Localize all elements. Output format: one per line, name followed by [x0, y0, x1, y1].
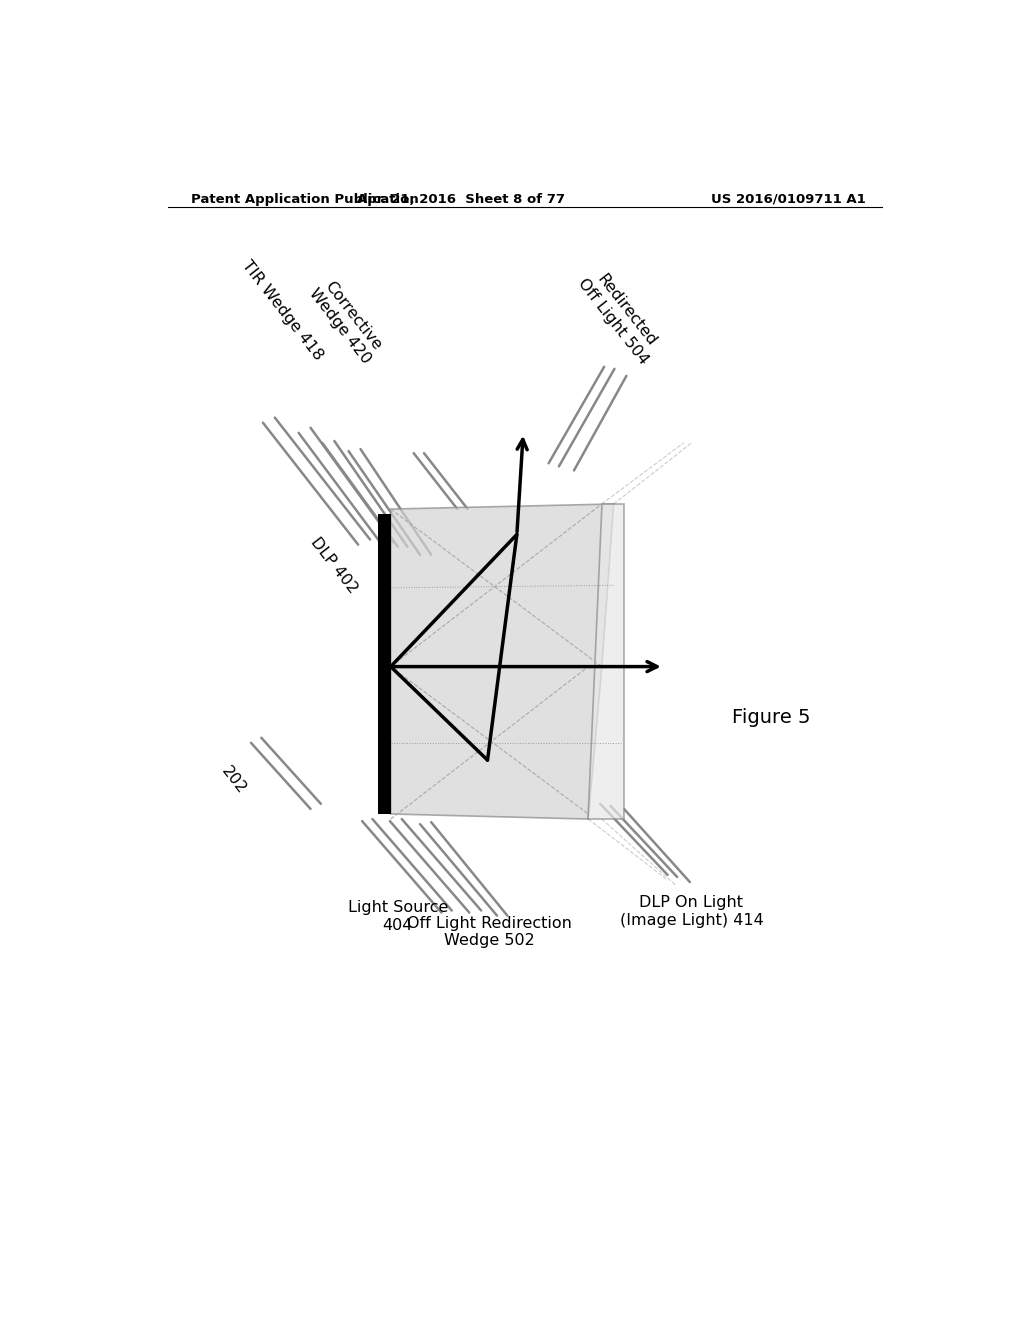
Text: Redirected
Off Light 504: Redirected Off Light 504: [575, 265, 665, 367]
Text: Figure 5: Figure 5: [731, 708, 810, 727]
Polygon shape: [391, 667, 602, 818]
Text: Patent Application Publication: Patent Application Publication: [191, 193, 419, 206]
Text: Corrective
Wedge 420: Corrective Wedge 420: [305, 276, 387, 367]
Text: US 2016/0109711 A1: US 2016/0109711 A1: [712, 193, 866, 206]
Polygon shape: [588, 504, 624, 818]
Text: Light Source
404: Light Source 404: [347, 900, 449, 933]
Polygon shape: [391, 504, 613, 667]
Text: TIR Wedge 418: TIR Wedge 418: [240, 259, 327, 363]
Text: Apr. 21, 2016  Sheet 8 of 77: Apr. 21, 2016 Sheet 8 of 77: [357, 193, 565, 206]
Text: DLP On Light
(Image Light) 414: DLP On Light (Image Light) 414: [620, 895, 763, 928]
Text: Off Light Redirection
Wedge 502: Off Light Redirection Wedge 502: [407, 916, 571, 948]
Text: DLP 402: DLP 402: [308, 535, 360, 595]
Bar: [378, 515, 391, 814]
Text: 202: 202: [218, 764, 249, 797]
